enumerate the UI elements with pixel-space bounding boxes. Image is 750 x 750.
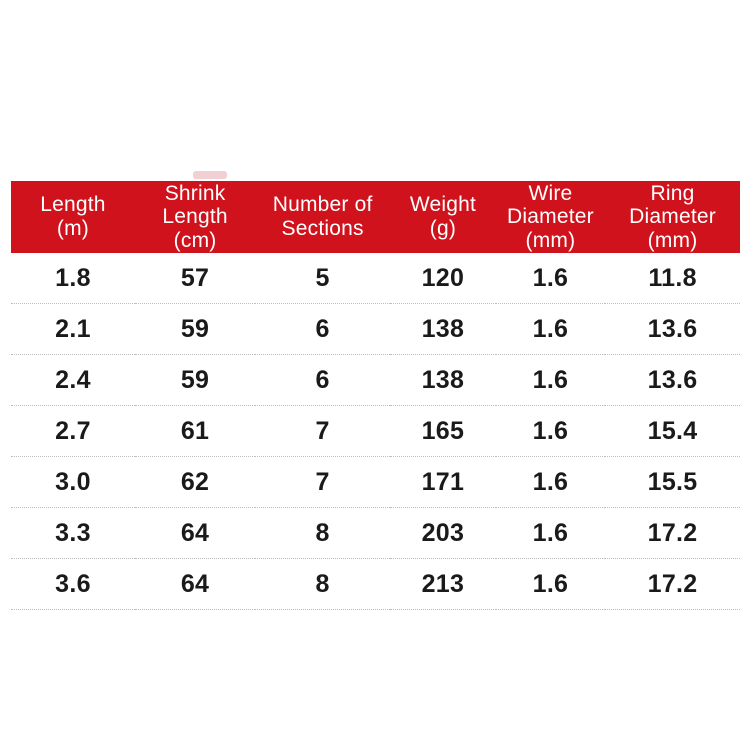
- cell-sections: 6: [255, 303, 391, 355]
- header-length-line1: Length: [40, 193, 106, 217]
- table-row: 3.3 64 8 203 1.6 17.2: [11, 507, 740, 559]
- table-row: 3.6 64 8 213 1.6 17.2: [11, 558, 740, 610]
- table-row: 2.1 59 6 138 1.6 13.6: [11, 303, 740, 355]
- cell-weight: 165: [390, 405, 496, 457]
- table-row: 2.4 59 6 138 1.6 13.6: [11, 354, 740, 406]
- table-row: 1.8 57 5 120 1.6 11.8: [11, 253, 740, 304]
- cell-ring-diameter: 15.4: [605, 405, 740, 457]
- cell-sections: 8: [255, 507, 391, 559]
- cell-wire-diameter: 1.6: [495, 456, 606, 508]
- cell-sections: 6: [255, 354, 391, 406]
- header-ring-diameter-line2: Diameter: [629, 205, 716, 229]
- cell-shrink-length: 64: [134, 507, 256, 559]
- cell-sections: 7: [255, 405, 391, 457]
- cell-wire-diameter: 1.6: [495, 253, 606, 304]
- cell-length: 2.1: [11, 303, 135, 355]
- header-ring-diameter-unit: (mm): [647, 228, 698, 252]
- cell-wire-diameter: 1.6: [495, 507, 606, 559]
- cell-length: 2.4: [11, 354, 135, 406]
- table-row: 2.7 61 7 165 1.6 15.4: [11, 405, 740, 457]
- header-number-of-sections-line1: Number of: [272, 193, 373, 217]
- cell-length: 3.0: [11, 456, 135, 508]
- cell-wire-diameter: 1.6: [495, 405, 606, 457]
- cell-length: 3.6: [11, 558, 135, 610]
- cell-shrink-length: 61: [134, 405, 256, 457]
- header-wire-diameter-unit: (mm): [525, 228, 576, 252]
- cell-weight: 171: [390, 456, 496, 508]
- cell-ring-diameter: 13.6: [605, 303, 740, 355]
- spec-table-body: 1.8 57 5 120 1.6 11.8 2.1 59 6 138 1.6 1…: [11, 253, 740, 610]
- header-wire-diameter: Wire Diameter (mm): [495, 181, 606, 253]
- cell-weight: 120: [390, 253, 496, 304]
- cell-shrink-length: 62: [134, 456, 256, 508]
- cell-sections: 5: [255, 253, 391, 304]
- header-ring-diameter: Ring Diameter (mm): [605, 181, 740, 253]
- header-length-unit: (m): [56, 217, 89, 240]
- header-weight-line1: Weight: [409, 193, 476, 217]
- cell-weight: 203: [390, 507, 496, 559]
- cell-wire-diameter: 1.6: [495, 354, 606, 406]
- cell-length: 2.7: [11, 405, 135, 457]
- header-wire-diameter-line2: Diameter: [507, 205, 594, 229]
- cell-length: 1.8: [11, 253, 135, 304]
- header-number-of-sections: Number of Sections: [255, 181, 391, 253]
- table-row: 3.0 62 7 171 1.6 15.5: [11, 456, 740, 508]
- cell-weight: 138: [390, 354, 496, 406]
- cell-shrink-length: 64: [134, 558, 256, 610]
- cell-ring-diameter: 13.6: [605, 354, 740, 406]
- cell-wire-diameter: 1.6: [495, 303, 606, 355]
- cell-sections: 8: [255, 558, 391, 610]
- cell-ring-diameter: 17.2: [605, 507, 740, 559]
- header-weight-unit: (g): [429, 217, 457, 240]
- header-wire-diameter-line1: Wire: [528, 181, 573, 205]
- spec-table-header: Length (m) Shrink Length (cm) Number of …: [11, 181, 740, 253]
- cell-ring-diameter: 15.5: [605, 456, 740, 508]
- cell-weight: 213: [390, 558, 496, 610]
- header-number-of-sections-line2: Sections: [281, 217, 364, 240]
- header-length: Length (m): [11, 181, 135, 253]
- spec-table: Length (m) Shrink Length (cm) Number of …: [11, 181, 740, 610]
- cell-wire-diameter: 1.6: [495, 558, 606, 610]
- header-shrink-length-unit: (cm): [173, 228, 217, 252]
- print-artifact-smudge: [193, 171, 227, 179]
- cell-length: 3.3: [11, 507, 135, 559]
- cell-ring-diameter: 17.2: [605, 558, 740, 610]
- header-shrink-length-line1: Shrink: [164, 181, 226, 205]
- header-row: Length (m) Shrink Length (cm) Number of …: [11, 181, 740, 253]
- cell-sections: 7: [255, 456, 391, 508]
- cell-weight: 138: [390, 303, 496, 355]
- cell-ring-diameter: 11.8: [605, 253, 740, 304]
- cell-shrink-length: 59: [134, 354, 256, 406]
- cell-shrink-length: 57: [134, 253, 256, 304]
- header-shrink-length: Shrink Length (cm): [134, 181, 256, 253]
- cell-shrink-length: 59: [134, 303, 256, 355]
- header-ring-diameter-line1: Ring: [650, 181, 695, 205]
- header-shrink-length-line2: Length: [162, 205, 228, 229]
- header-weight: Weight (g): [390, 181, 496, 253]
